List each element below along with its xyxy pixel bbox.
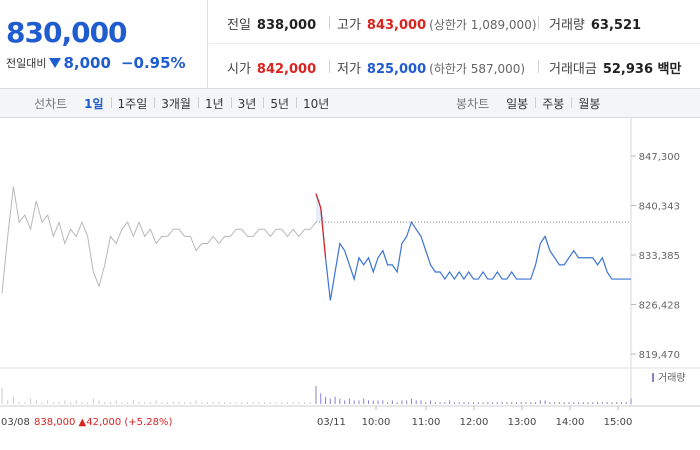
- low-value: 825,000: [366, 62, 427, 77]
- candle-chart-tabs: 봉차트 일봉 주봉 월봉: [456, 89, 607, 117]
- today-price-line: [315, 193, 631, 301]
- high-cell: 고가 843,000 (상한가 1,089,000): [337, 14, 537, 33]
- amount-label: 거래대금: [549, 62, 597, 77]
- amount-cell: 거래대금 52,936 백만: [549, 58, 681, 77]
- volume-label: 거래량: [549, 18, 585, 33]
- tab-1week[interactable]: 1주일: [110, 95, 155, 112]
- tab-1year[interactable]: 1년: [197, 95, 231, 112]
- x-tick-label: 14:00: [556, 417, 585, 428]
- current-price: 830,000: [6, 16, 128, 49]
- divider: [329, 16, 330, 29]
- change-percent: −0.95%: [120, 54, 186, 72]
- upper-limit: (상한가 1,089,000): [429, 18, 537, 32]
- tab-daily-candle[interactable]: 일봉: [506, 96, 529, 111]
- x-tick-label: 03/08: [1, 417, 30, 428]
- quote-stats: 전일 838,000 고가 843,000 (상한가 1,089,000) 거래량 63…: [209, 0, 700, 88]
- low-label: 저가: [337, 62, 361, 77]
- line-chart-title: 선차트: [34, 96, 68, 111]
- price-panel: 830,000 전일대비 8,000 −0.95%: [0, 0, 208, 88]
- amount-value: 52,936 백만: [602, 62, 682, 77]
- down-triangle-icon: [49, 58, 62, 68]
- tab-monthly-candle[interactable]: 월봉: [571, 95, 607, 112]
- prev-close-label: 전일: [227, 18, 251, 33]
- tab-3month[interactable]: 3개월: [154, 95, 198, 112]
- quote-row-2: 시가 842,000 저가 825,000 (하한가 587,000) 거래대금 52,…: [209, 44, 700, 88]
- x-tick-label: 10:00: [362, 417, 391, 428]
- x-tick-label: 15:00: [604, 417, 633, 428]
- y-tick-label: 840,343: [639, 201, 680, 212]
- x-tick-label: 03/11: [317, 417, 346, 428]
- volume-legend-swatch: [652, 373, 654, 382]
- change-value: 8,000: [63, 54, 111, 72]
- tab-5year[interactable]: 5년: [263, 95, 296, 112]
- x-tick-label: 12:00: [460, 417, 489, 428]
- x-tick-label: 13:00: [508, 417, 537, 428]
- volume-value: 63,521: [590, 18, 642, 33]
- tab-weekly-candle[interactable]: 주봉: [535, 95, 571, 112]
- high-value: 843,000: [366, 18, 427, 33]
- y-tick-label: 847,300: [639, 152, 680, 163]
- open-cell: 시가 842,000: [227, 58, 316, 77]
- prev-day-annotation: 838,000 ▲42,000 (+5.28%): [34, 417, 172, 428]
- tab-10year[interactable]: 10년: [296, 95, 336, 112]
- price-chart: 847,300 840,343 833,385 826,428 819,470 거래량 03…: [0, 118, 700, 428]
- prev-close-value: 838,000: [256, 18, 317, 33]
- volume-legend-label: 거래량: [658, 372, 686, 384]
- tab-1day[interactable]: 1일: [84, 96, 104, 111]
- open-value: 842,000: [256, 62, 317, 77]
- y-tick-label: 819,470: [639, 350, 680, 361]
- low-cell: 저가 825,000 (하한가 587,000): [337, 58, 525, 77]
- x-tick-label: 11:00: [412, 417, 441, 428]
- volume-cell: 거래량 63,521: [549, 14, 641, 33]
- divider: [538, 16, 539, 29]
- y-tick-label: 833,385: [639, 251, 680, 262]
- chart-tabbar: 선차트 1일 1주일 3개월 1년 3년 5년 10년 봉차트 일봉 주봉 월봉: [0, 88, 700, 118]
- prev-day-line: [1, 186, 317, 294]
- prev-close-cell: 전일 838,000: [227, 14, 316, 33]
- lower-limit: (하한가 587,000): [429, 62, 526, 76]
- divider: [538, 60, 539, 73]
- candle-chart-title: 봉차트: [456, 96, 490, 111]
- line-chart-tabs: 선차트 1일 1주일 3개월 1년 3년 5년 10년: [34, 89, 336, 117]
- divider: [329, 60, 330, 73]
- high-label: 고가: [337, 18, 361, 33]
- tab-3year[interactable]: 3년: [230, 95, 264, 112]
- change-row: 전일대비 8,000 −0.95%: [6, 54, 186, 72]
- today-up-segment: [315, 193, 327, 258]
- open-label: 시가: [227, 62, 251, 77]
- plot-background: [0, 118, 631, 368]
- quote-row-1: 전일 838,000 고가 843,000 (상한가 1,089,000) 거래량 63…: [209, 0, 700, 44]
- y-tick-label: 826,428: [639, 300, 680, 311]
- change-label: 전일대비: [6, 57, 47, 70]
